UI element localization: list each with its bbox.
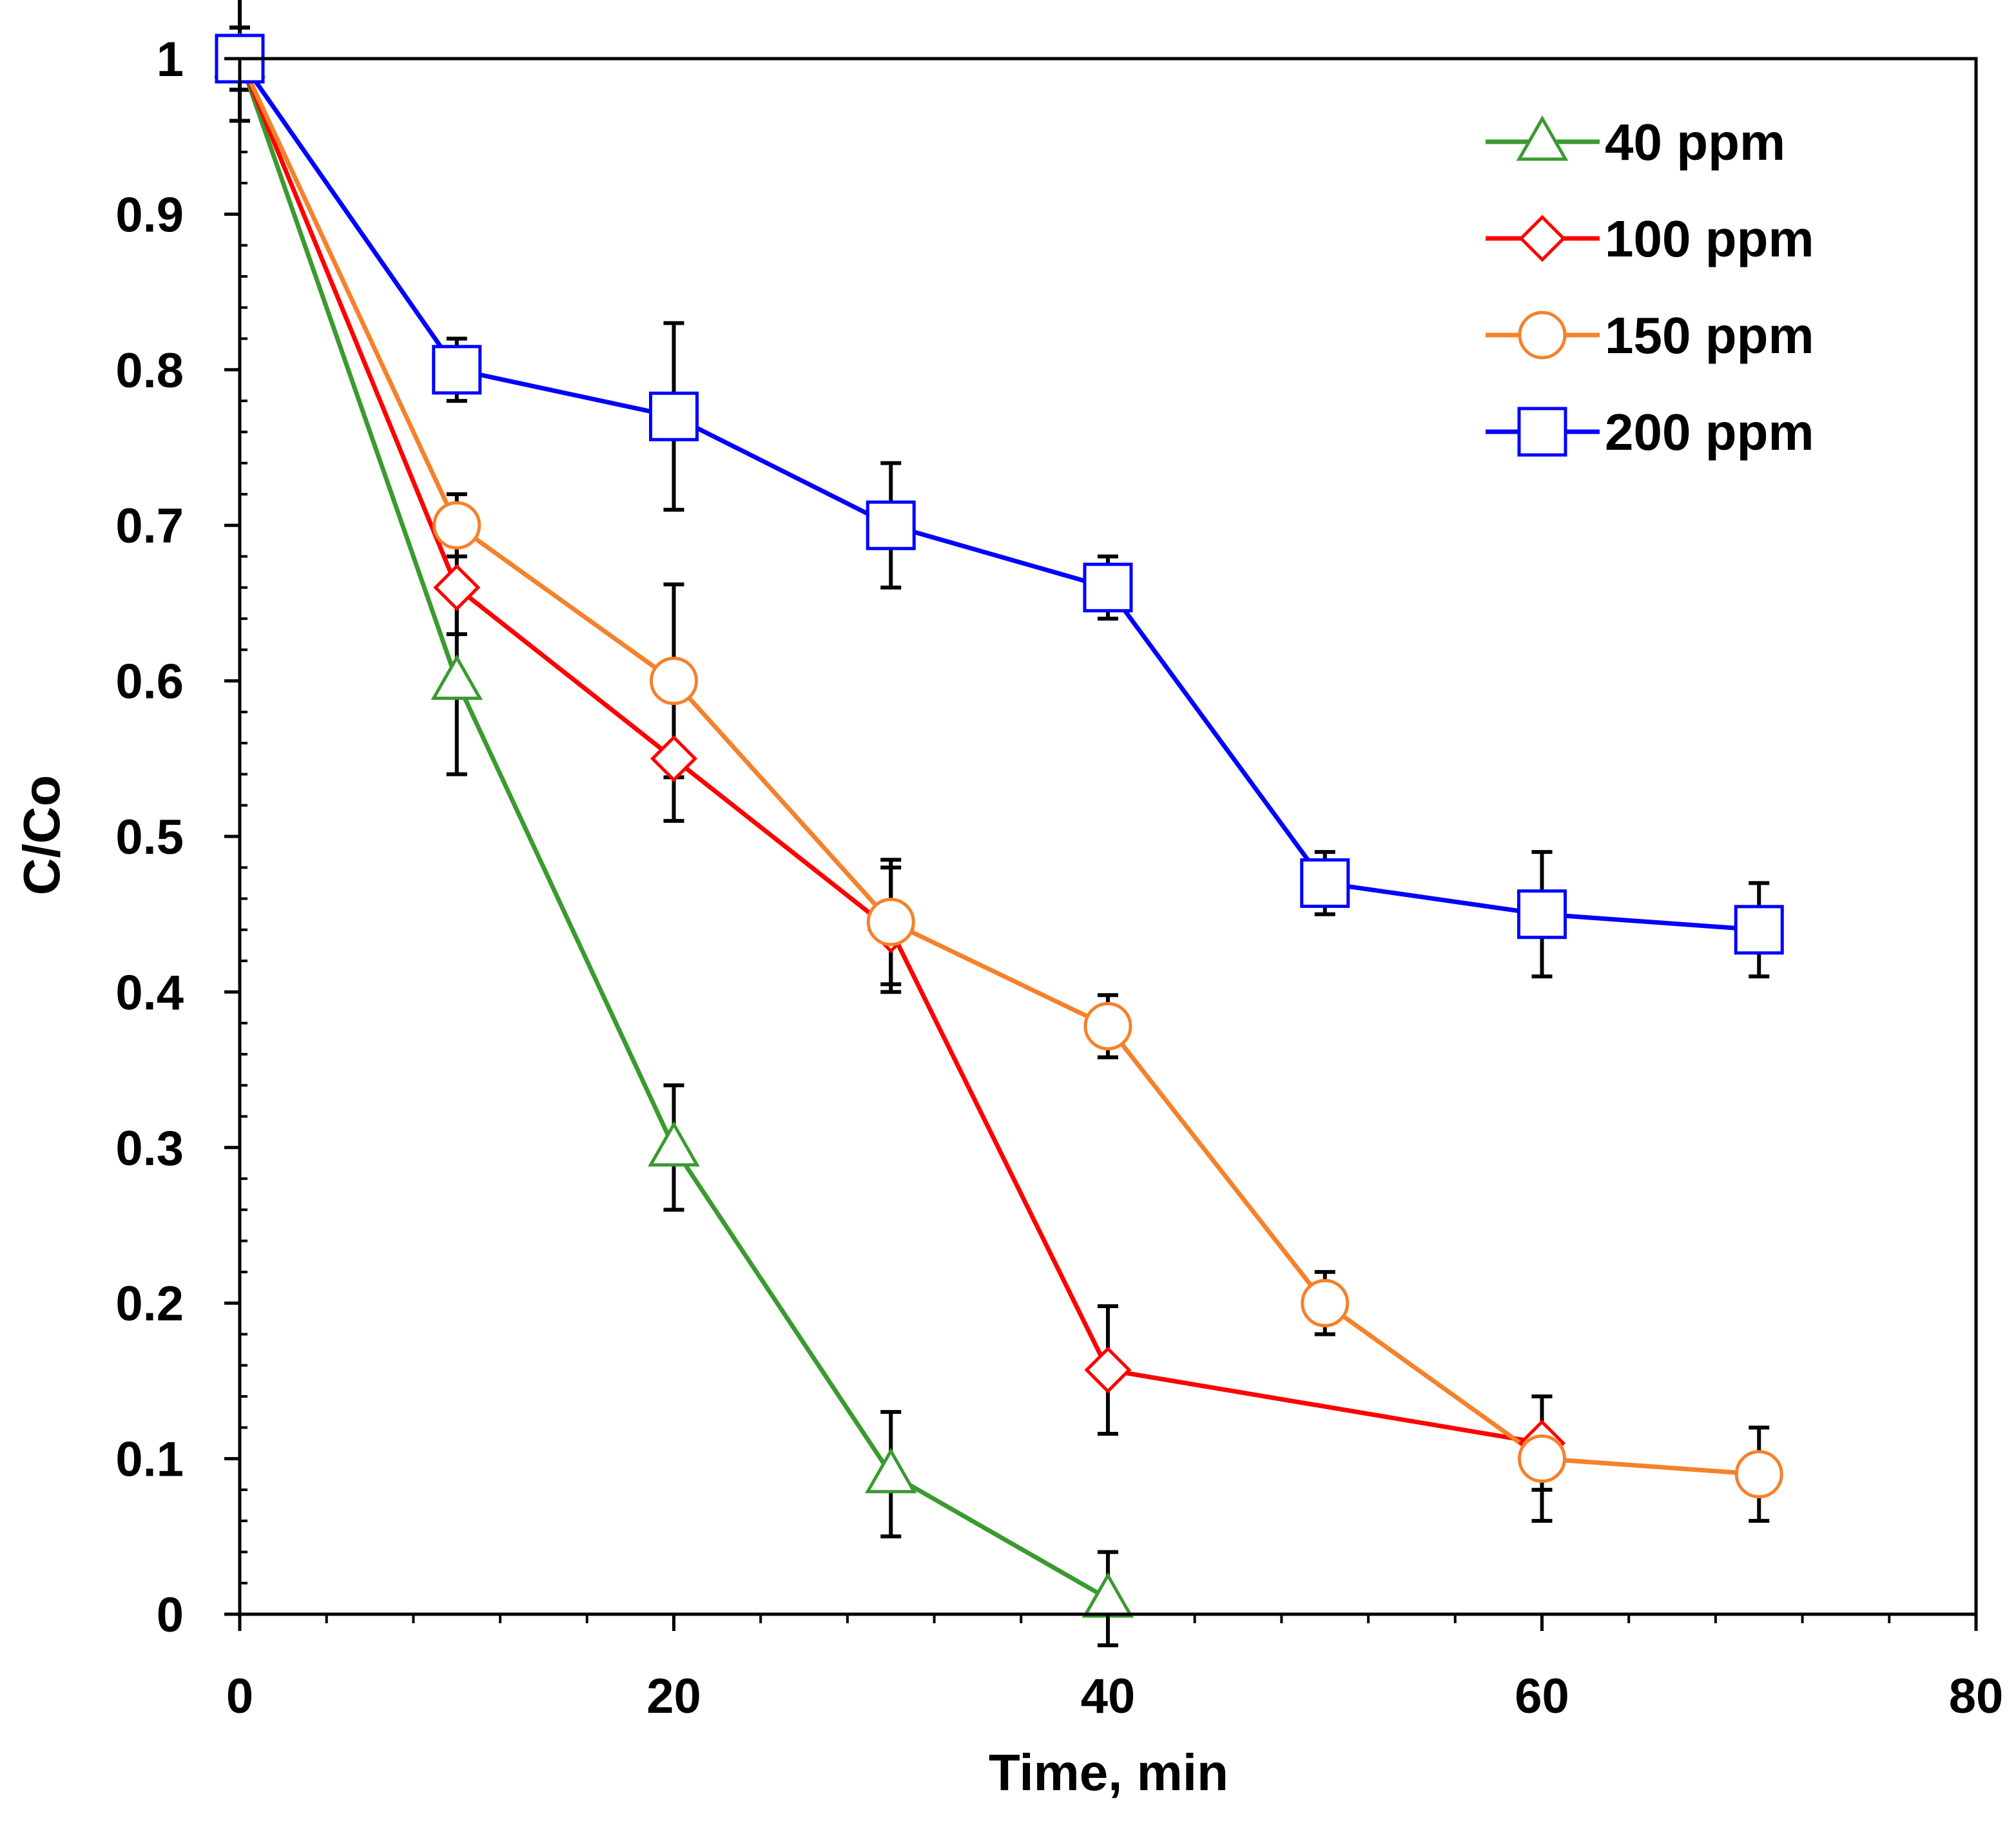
y-tick-label: 0.1: [115, 1432, 184, 1487]
y-tick-label: 0: [157, 1588, 184, 1643]
data-point-100-ppm: [650, 735, 698, 782]
y-tick-label: 0.2: [115, 1277, 184, 1331]
series-lines: [237, 57, 1759, 1601]
data-point-40-ppm: [864, 1447, 917, 1494]
data-point-150-ppm: [1734, 1450, 1783, 1499]
data-point-150-ppm: [1301, 1278, 1350, 1327]
legend-item-100-ppm[interactable]: 100 ppm: [1486, 210, 1814, 267]
y-tick-label: 0.5: [115, 810, 184, 865]
data-point-40-ppm: [431, 654, 483, 700]
data-point-200-ppm: [866, 500, 916, 550]
data-point-200-ppm: [1083, 563, 1133, 613]
y-axis-title: C/Co: [13, 775, 70, 896]
data-point-40-ppm: [648, 1121, 700, 1167]
y-tick-label: 0.8: [115, 343, 184, 398]
y-tick-label: 0.3: [115, 1121, 184, 1176]
tick-labels: 0 20 40 60 80 0 0.1 0.2 0.3 0.4 0.5 0.6 0.7 0.8 0.9 1: [115, 32, 2003, 1724]
series-line-100-ppm: [237, 57, 1543, 1445]
x-tick-label: 80: [1949, 1669, 2004, 1724]
x-tick-label: 20: [646, 1669, 701, 1724]
legend-item-40-ppm[interactable]: 40 ppm: [1486, 113, 1785, 171]
legend-label: 200 ppm: [1605, 403, 1814, 461]
y-tick-label: 0.9: [115, 188, 184, 242]
data-point-200-ppm: [649, 391, 699, 441]
y-tick-label: 0.7: [115, 499, 184, 554]
legend-marker-swatch: [1518, 215, 1566, 262]
data-point-200-ppm: [432, 345, 482, 395]
data-point-150-ppm: [1518, 1434, 1566, 1483]
x-axis-title: Time, min: [989, 1744, 1228, 1801]
data-point-150-ppm: [432, 501, 481, 550]
legend-label: 100 ppm: [1605, 210, 1814, 267]
legend-marker-swatch: [1517, 407, 1567, 457]
y-tick-label: 1: [157, 32, 184, 87]
legend-label: 40 ppm: [1605, 113, 1785, 171]
x-tick-label: 40: [1081, 1669, 1136, 1724]
legend-item-200-ppm[interactable]: 200 ppm: [1486, 403, 1814, 461]
legend-label: 150 ppm: [1605, 307, 1814, 364]
data-point-150-ppm: [650, 657, 698, 706]
data-point-200-ppm: [1300, 858, 1350, 908]
legend-marker-swatch: [1518, 311, 1567, 360]
series-markers: [213, 32, 1784, 1618]
data-point-150-ppm: [1083, 1002, 1132, 1051]
data-point-200-ppm: [1517, 889, 1567, 940]
x-tick-label: 0: [226, 1669, 253, 1724]
data-point-200-ppm: [1734, 905, 1784, 955]
legend-item-150-ppm[interactable]: 150 ppm: [1486, 307, 1814, 364]
series-line-200-ppm: [238, 57, 1759, 932]
y-tick-label: 0.4: [115, 965, 184, 1020]
data-point-100-ppm: [1084, 1346, 1132, 1394]
legend[interactable]: 40 ppm 100 ppm 150 ppm 200 ppm: [1486, 113, 1814, 461]
x-tick-label: 60: [1515, 1669, 1569, 1724]
data-point-100-ppm: [433, 564, 481, 612]
data-point-150-ppm: [866, 898, 915, 947]
legend-marker-swatch: [1516, 115, 1569, 161]
axis-ticks: [224, 57, 1978, 1631]
series-line-150-ppm: [237, 57, 1759, 1477]
y-tick-label: 0.6: [115, 655, 184, 709]
